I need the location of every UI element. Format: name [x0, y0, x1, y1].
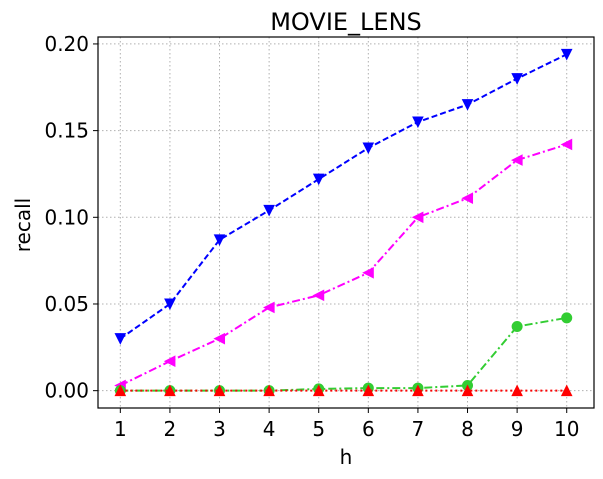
- data-point: [362, 142, 375, 155]
- data-point: [511, 321, 523, 333]
- data-point: [560, 48, 573, 61]
- data-point: [560, 138, 573, 151]
- data-point: [461, 99, 474, 111]
- chart-title: MOVIE_LENS: [270, 8, 422, 36]
- y-tick-label: 0.10: [44, 205, 89, 229]
- data-point: [164, 384, 176, 397]
- y-tick-label: 0.05: [44, 292, 89, 316]
- y-tick-label: 0.00: [44, 379, 89, 403]
- series-1: [114, 48, 573, 345]
- x-tick-label: 7: [412, 417, 425, 441]
- x-tick-label: 8: [461, 417, 474, 441]
- y-tick-label: 0.20: [44, 32, 89, 56]
- data-point: [511, 154, 523, 166]
- x-tick-label: 10: [554, 417, 579, 441]
- series-4: [114, 384, 573, 397]
- x-tick-label: 1: [114, 417, 127, 441]
- data-point: [213, 332, 226, 345]
- data-point: [263, 204, 275, 217]
- data-point: [213, 234, 226, 246]
- axis-ticks: 1 2 3 4 5 6 7 8 9 10 0.00 0.05 0.10 0.15 0.20: [44, 32, 579, 441]
- data-point: [461, 384, 474, 397]
- data-point: [362, 384, 375, 397]
- x-tick-label: 9: [511, 417, 524, 441]
- data-point: [412, 116, 424, 129]
- data-point: [411, 211, 424, 224]
- series-2: [114, 138, 573, 392]
- plot-frame: [97, 36, 595, 409]
- x-tick-label: 2: [164, 417, 177, 441]
- data-point: [511, 73, 523, 85]
- x-tick-label: 4: [263, 417, 276, 441]
- grid: [98, 37, 594, 408]
- data-point: [312, 173, 325, 186]
- data-point: [412, 384, 424, 397]
- x-tick-label: 6: [362, 417, 375, 441]
- data-point: [312, 384, 325, 397]
- data-point: [263, 384, 275, 397]
- data-point: [560, 384, 573, 397]
- series-group: [114, 48, 573, 397]
- data-point: [164, 298, 176, 311]
- series-line: [120, 316, 567, 392]
- x-tick-label: 3: [213, 417, 226, 441]
- data-point: [114, 384, 127, 397]
- y-axis-label: recall: [11, 198, 35, 252]
- x-tick-label: 5: [312, 417, 325, 441]
- series-line: [119, 53, 568, 340]
- x-axis-label: h: [340, 445, 353, 469]
- data-point: [213, 384, 226, 397]
- series-line: [119, 143, 568, 387]
- data-point: [312, 289, 325, 302]
- data-point: [362, 266, 374, 279]
- data-point: [263, 301, 275, 314]
- data-point: [561, 312, 573, 324]
- y-tick-label: 0.15: [44, 119, 89, 143]
- data-point: [461, 192, 474, 205]
- data-point: [511, 384, 523, 397]
- data-point: [114, 333, 127, 345]
- data-point: [163, 355, 176, 368]
